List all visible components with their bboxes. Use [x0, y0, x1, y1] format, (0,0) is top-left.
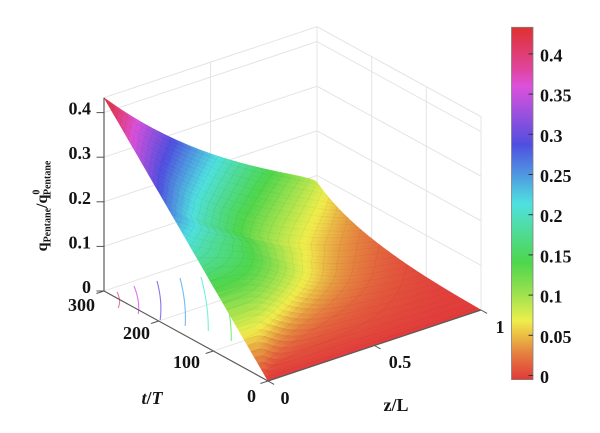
svg-text:1: 1 [496, 317, 505, 337]
svg-text:200: 200 [123, 323, 150, 343]
svg-text:0: 0 [247, 386, 256, 406]
svg-text:100: 100 [173, 352, 200, 372]
svg-text:0.1: 0.1 [540, 287, 563, 307]
svg-text:0.05: 0.05 [540, 327, 572, 347]
svg-text:0.35: 0.35 [540, 86, 572, 106]
svg-text:0: 0 [281, 388, 290, 408]
svg-text:z/L: z/L [384, 395, 409, 415]
svg-text:0.4: 0.4 [540, 45, 563, 65]
svg-text:0.3: 0.3 [69, 143, 92, 163]
svg-text:300: 300 [68, 295, 95, 315]
svg-text:0.2: 0.2 [69, 188, 92, 208]
svg-text:t/T: t/T [141, 388, 163, 408]
svg-text:0.4: 0.4 [69, 99, 92, 119]
svg-text:0.25: 0.25 [540, 166, 572, 186]
svg-text:0: 0 [82, 277, 91, 297]
svg-text:0.1: 0.1 [69, 232, 92, 252]
svg-text:0.15: 0.15 [540, 246, 572, 266]
svg-text:0.2: 0.2 [540, 206, 563, 226]
svg-text:0.3: 0.3 [540, 126, 563, 146]
svg-text:0.5: 0.5 [389, 352, 412, 372]
svg-text:0: 0 [540, 367, 549, 387]
